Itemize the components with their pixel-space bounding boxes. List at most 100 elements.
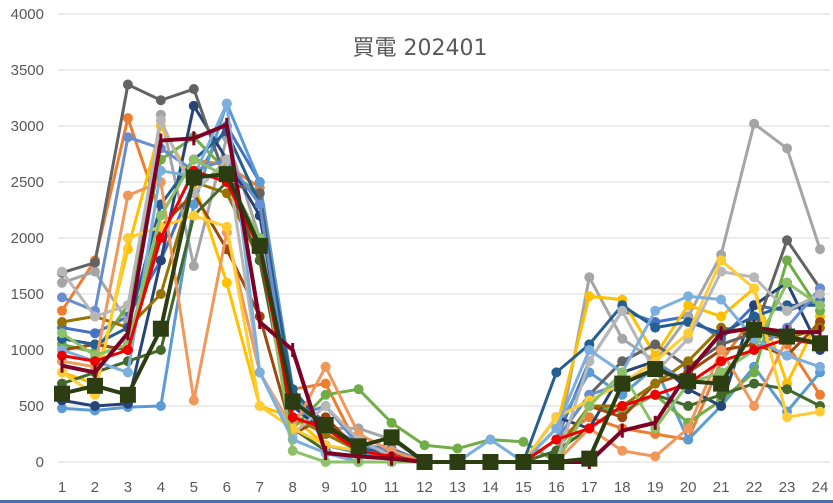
x-tick-label: 2 [91,479,99,496]
data-point [716,294,727,305]
series-14 [57,177,825,467]
data-point [749,367,760,378]
x-tick-label: 12 [416,479,433,496]
data-point [188,395,199,406]
data-point [617,333,628,344]
x-tick-label: 20 [680,479,697,496]
data-point [716,255,727,266]
data-point [57,317,67,327]
data-point [617,367,628,378]
data-point [749,401,760,411]
data-point [647,361,664,378]
data-point [716,401,727,411]
data-point [218,166,235,183]
data-point [815,300,825,311]
data-point [86,377,103,394]
x-tick-label: 5 [190,479,198,496]
data-point [57,292,67,303]
data-point [122,233,133,243]
series-21 [54,166,828,470]
data-point [221,277,232,288]
data-point [188,261,199,271]
data-point [57,403,67,414]
data-point [122,79,133,90]
data-point [320,378,331,389]
series-group [54,79,828,470]
series-12 [57,177,825,467]
data-point [57,350,67,361]
data-point [683,356,694,367]
data-point [782,277,793,288]
data-point [617,356,628,367]
data-point [782,255,793,266]
data-point [155,115,166,126]
data-point [89,356,100,367]
data-point [584,291,595,302]
data-point [320,361,331,372]
data-point [551,423,562,434]
x-tick-label: 10 [350,479,367,496]
x-tick-label: 9 [321,479,329,496]
data-point [89,257,100,268]
data-point [188,84,199,95]
data-point [185,169,202,186]
data-point [122,367,133,378]
data-point [419,440,430,451]
x-tick-label: 6 [223,479,231,496]
data-point [452,443,463,454]
data-point [815,244,825,255]
data-point [485,434,496,445]
x-tick-label: 18 [614,479,631,496]
data-point [650,389,661,400]
x-tick-label: 4 [157,479,165,496]
series-10 [57,177,825,467]
data-point [548,454,565,470]
data-point [518,436,529,447]
x-tick-label: 14 [482,479,499,496]
y-tick-label: 1500 [11,286,44,303]
data-point [782,350,793,361]
data-point [617,305,628,316]
data-point [57,266,67,277]
x-tick-label: 1 [58,479,66,496]
data-point [650,451,661,462]
data-point [683,434,694,445]
data-point [782,412,793,423]
data-point [614,375,631,392]
y-tick-label: 2500 [11,174,44,191]
data-point [680,373,697,390]
data-point [155,210,166,221]
data-point [581,450,598,467]
data-point [89,401,100,411]
data-point [122,190,133,201]
data-point [254,199,265,210]
data-point [320,457,331,467]
x-tick-label: 7 [256,479,264,496]
y-tick-label: 0 [36,454,44,471]
data-point [155,401,166,411]
data-point [57,277,67,288]
data-point [350,438,367,455]
data-point [482,454,499,470]
y-axis-tick-labels: 0 500 1000 1500 2000 2500 3000 3500 4000 [11,6,44,471]
data-point [89,328,100,339]
data-point [650,322,661,333]
data-point [584,272,595,283]
data-point [155,345,166,355]
data-point [155,165,166,176]
y-tick-label: 500 [19,398,44,415]
data-point [749,378,760,389]
data-point [155,289,166,299]
data-point [815,361,825,372]
x-tick-label: 24 [812,479,829,496]
data-point [617,412,628,423]
data-point [188,154,199,165]
data-point [551,367,562,378]
data-point [782,384,793,395]
data-point [416,454,433,470]
y-tick-label: 4000 [11,6,44,23]
data-point [749,283,760,294]
data-point [221,154,232,165]
x-tick-label: 8 [289,479,297,496]
data-point [188,210,199,221]
